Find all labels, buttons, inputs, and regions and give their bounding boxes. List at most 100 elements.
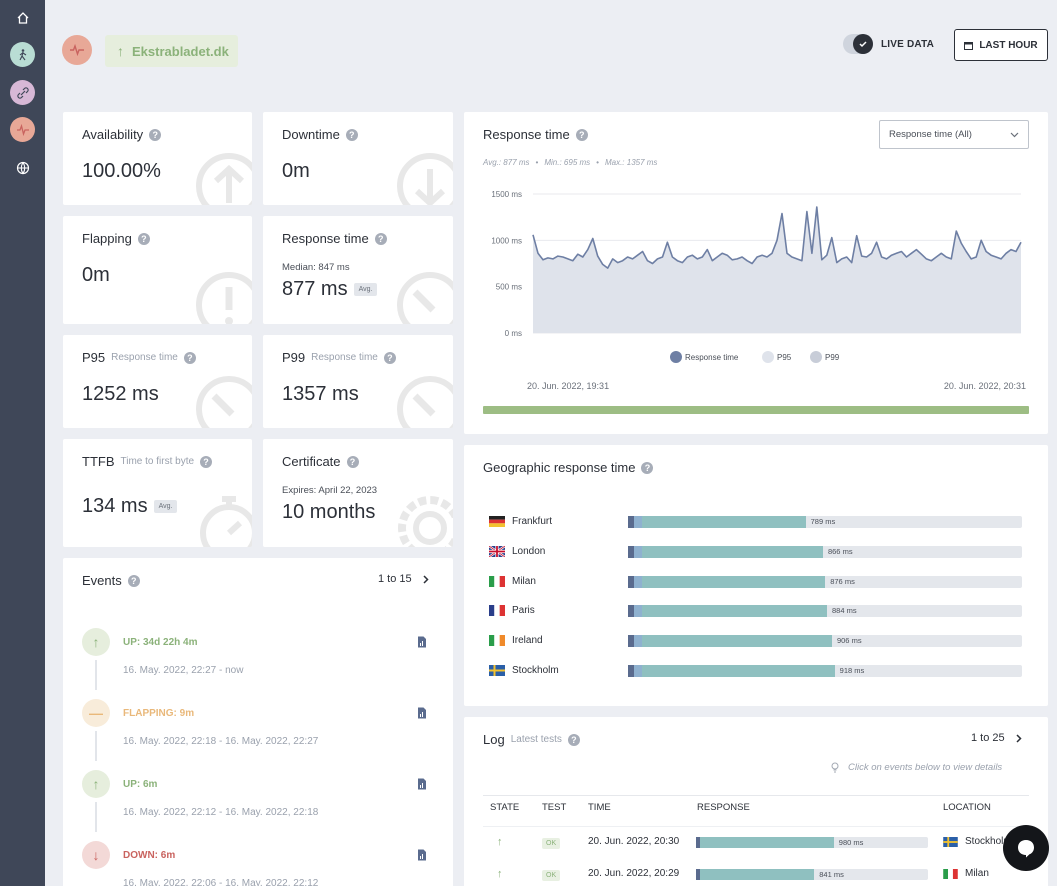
summary-min: Min.: 695 ms — [544, 158, 591, 167]
it-flag-icon — [943, 869, 958, 879]
report-document-icon[interactable] — [417, 707, 427, 719]
home-nav-button[interactable] — [10, 5, 35, 30]
report-document-icon[interactable] — [417, 849, 427, 861]
log-header-test: TEST — [542, 802, 567, 813]
downtime-card: Downtime? 0m — [263, 112, 453, 205]
globe-nav-button[interactable] — [10, 155, 35, 180]
y-tick-label: 500 ms — [496, 283, 522, 292]
geo-bar: 876 ms — [628, 575, 1022, 588]
availability-value: 100.00% — [82, 160, 161, 182]
response-chart-card: Response time? Response time (All) Avg.:… — [464, 112, 1048, 434]
event-title[interactable]: FLAPPING: 9m — [123, 708, 195, 719]
help-icon[interactable]: ? — [383, 351, 396, 364]
events-pager-label: 1 to 15 — [378, 573, 412, 585]
event-title[interactable]: DOWN: 6m — [123, 850, 176, 861]
chevron-right-icon[interactable] — [423, 575, 429, 584]
state-up-icon: ↑ — [497, 868, 503, 880]
legend-swatch — [762, 351, 774, 363]
help-icon[interactable]: ? — [374, 232, 387, 245]
geo-row-frankfurt: Frankfurt 789 ms — [489, 516, 1029, 528]
response-select-value: Response time (All) — [889, 129, 972, 140]
test-ok-badge: OK — [542, 870, 561, 881]
time-range-label: LAST HOUR — [979, 39, 1038, 51]
downtime-value: 0m — [282, 160, 310, 182]
report-document-icon[interactable] — [417, 636, 427, 648]
legend-label: Response time — [685, 353, 739, 362]
event-title[interactable]: UP: 34d 22h 4m — [123, 637, 198, 648]
p99-card: P99 Response time? 1357 ms — [263, 335, 453, 428]
p95-label: P95 — [82, 350, 106, 365]
gauge-icon — [397, 272, 453, 324]
event-title[interactable]: UP: 6m — [123, 779, 158, 790]
help-icon[interactable]: ? — [345, 128, 358, 141]
geo-value: 876 ms — [830, 576, 855, 586]
gb-flag-icon — [489, 545, 505, 557]
time-range-button[interactable]: LAST HOUR — [954, 29, 1048, 61]
lightbulb-icon — [831, 762, 839, 773]
log-header-location: LOCATION — [943, 802, 991, 813]
event-date: 16. May. 2022, 22:27 - now — [123, 665, 244, 676]
ie-flag-icon — [489, 635, 505, 647]
chevron-right-icon[interactable] — [1016, 734, 1022, 743]
log-time: 20. Jun. 2022, 20:29 — [588, 868, 680, 879]
legend-item[interactable]: P95 — [762, 351, 792, 363]
help-icon[interactable]: ? — [127, 574, 140, 587]
site-name-chip[interactable]: ↑ Ekstrabladet.dk — [105, 35, 238, 67]
report-document-icon[interactable] — [417, 778, 427, 790]
avg-badge: Avg. — [353, 283, 378, 297]
exclamation-circle-icon — [196, 272, 252, 324]
log-location: Milan — [965, 868, 989, 879]
help-icon[interactable]: ? — [200, 455, 213, 468]
geo-value: 884 ms — [832, 606, 857, 616]
log-header-response: RESPONSE — [697, 802, 750, 813]
fr-flag-icon — [489, 605, 505, 617]
response-select[interactable]: Response time (All) — [879, 120, 1029, 149]
toggle-switch[interactable] — [843, 34, 873, 54]
se-flag-icon — [489, 665, 505, 676]
live-data-toggle[interactable]: LIVE DATA — [843, 34, 934, 54]
performance-nav-button[interactable] — [10, 117, 35, 142]
events-card: Events? 1 to 15 ↑ UP: 34d 22h 4m 16. May. … — [63, 558, 453, 886]
heartbeat-icon — [16, 123, 29, 136]
log-response-fill — [696, 869, 815, 880]
help-icon[interactable]: ? — [183, 351, 196, 364]
help-icon[interactable]: ? — [567, 733, 580, 746]
availability-card: Availability? 100.00% — [63, 112, 252, 205]
certificate-expires: Expires: April 22, 2023 — [282, 485, 378, 496]
log-hint-text: Click on events below to view details — [848, 762, 1003, 773]
legend-item[interactable]: P99 — [810, 351, 840, 363]
links-nav-button[interactable] — [10, 80, 35, 105]
help-icon[interactable]: ? — [137, 232, 150, 245]
geo-bar: 918 ms — [628, 665, 1022, 677]
avg-badge: Avg. — [153, 500, 178, 514]
geo-row-paris: Paris 884 ms — [489, 605, 1029, 618]
help-icon[interactable]: ? — [641, 461, 654, 474]
site-name: Ekstrabladet.dk — [132, 43, 229, 59]
chat-button[interactable] — [1003, 825, 1049, 871]
help-icon[interactable]: ? — [149, 128, 162, 141]
y-tick-label: 1000 ms — [491, 236, 522, 245]
it-flag-icon — [489, 575, 505, 587]
certificate-seal-icon — [398, 496, 453, 547]
geo-row-stockholm: Stockholm 918 ms — [489, 665, 1029, 677]
log-response-value: 841 ms — [819, 870, 844, 879]
event-status-down-icon: ↓ — [82, 841, 110, 869]
uptime-nav-button[interactable] — [10, 42, 35, 67]
log-row[interactable]: ↑ OK 20. Jun. 2022, 20:30 980 ms Stockholm — [464, 826, 1029, 855]
walking-person-icon — [19, 48, 26, 60]
se-flag-icon — [943, 837, 958, 847]
legend-item[interactable]: Response time — [670, 351, 739, 363]
log-header-time: TIME — [588, 802, 611, 813]
help-icon[interactable]: ? — [575, 128, 588, 141]
log-row[interactable]: ↑ OK 20. Jun. 2022, 20:29 841 ms Milan — [464, 861, 1024, 886]
response-time-card: Response time? Median: 847 ms 877 ms Avg. — [263, 216, 453, 324]
ttfb-value: 134 ms — [82, 495, 148, 517]
time-range-scrubber[interactable] — [483, 406, 1029, 414]
chart-end-label: 20. Jun. 2022, 20:31 — [943, 381, 1026, 391]
p95-card: P95 Response time? 1252 ms — [63, 335, 252, 428]
chat-bubble-icon — [1018, 840, 1034, 858]
help-icon[interactable]: ? — [346, 455, 359, 468]
geo-value: 906 ms — [836, 636, 862, 646]
event-date: 16. May. 2022, 22:12 - 16. May. 2022, 22… — [123, 807, 319, 818]
p99-value: 1357 ms — [282, 383, 359, 405]
